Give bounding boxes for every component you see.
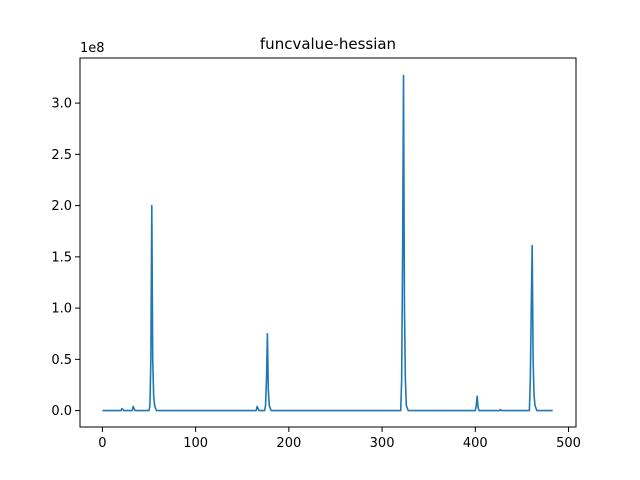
plot-area [80, 58, 576, 427]
x-tick-label: 400 [463, 436, 488, 451]
axes-frame [79, 57, 577, 428]
x-tick-label: 0 [98, 436, 106, 451]
x-tick-label: 200 [276, 436, 301, 451]
series-line-0 [102, 74, 553, 412]
chart-title: funcvalue-hessian [260, 35, 396, 53]
x-tick-label: 300 [370, 436, 395, 451]
y-tick-label: 1.5 [51, 250, 72, 265]
x-axis: 0 100 200 300 400 500 [98, 427, 581, 451]
y-tick-label: 2.0 [51, 199, 72, 214]
series-layer [102, 74, 553, 412]
y-tick-label: 0.0 [51, 404, 72, 419]
x-tick-label: 100 [183, 436, 208, 451]
y-tick-label: 2.5 [51, 148, 72, 163]
y-axis: 0.0 0.5 1.0 1.5 2.0 2.5 3.0 [51, 97, 80, 419]
y-tick-label: 1.0 [51, 302, 72, 317]
y-tick-label: 0.5 [51, 353, 72, 368]
x-tick-label: 500 [556, 436, 581, 451]
y-offset-label: 1e8 [80, 41, 105, 56]
y-tick-label: 3.0 [51, 97, 72, 112]
